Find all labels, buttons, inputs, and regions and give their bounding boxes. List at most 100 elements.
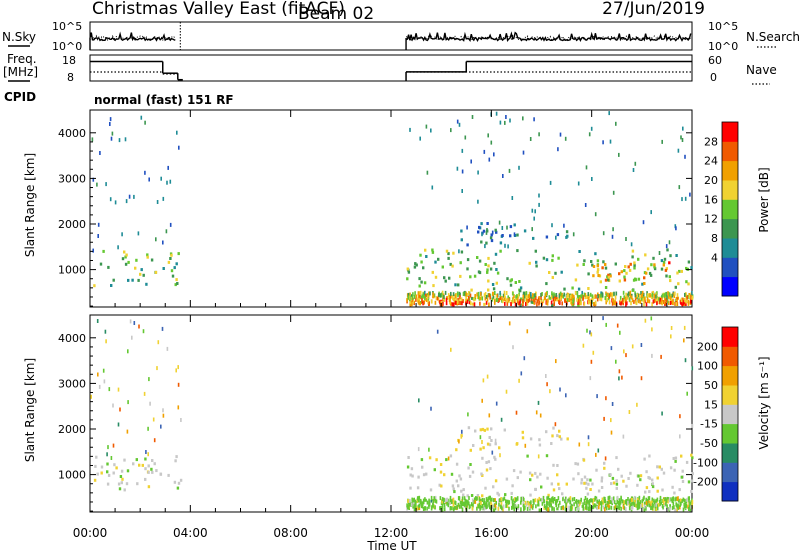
echo-cell [632, 168, 635, 172]
echo-cell [564, 136, 567, 141]
echo-cell [473, 274, 477, 278]
echo-cell [476, 494, 480, 497]
echo-cell [531, 208, 534, 213]
echo-cell [531, 227, 533, 232]
echo-cell [503, 428, 506, 432]
echo-cell [497, 506, 500, 511]
echo-cell [481, 456, 484, 460]
echo-cell [576, 263, 579, 267]
echo-cell [681, 301, 683, 306]
echo-cell [658, 300, 661, 305]
echo-cell [96, 182, 98, 187]
echo-cell [576, 462, 580, 466]
echo-cell [653, 498, 655, 503]
echo-cell [689, 501, 691, 506]
echo-cell [434, 498, 437, 503]
echo-cell [595, 452, 597, 457]
echo-cell [636, 506, 639, 511]
echo-cell [524, 443, 527, 448]
echo-cell [547, 495, 550, 500]
echo-cell [140, 268, 143, 272]
echo-cell [493, 455, 496, 459]
echo-cell [478, 497, 481, 502]
echo-cell [558, 487, 561, 491]
echo-cell [669, 466, 673, 470]
echo-cell [166, 180, 168, 185]
echo-cell [599, 280, 602, 284]
echo-cell [445, 297, 448, 302]
echo-cell [457, 299, 459, 304]
echo-cell [656, 291, 658, 296]
echo-cell [640, 297, 643, 302]
echo-cell [515, 410, 518, 415]
noise-right-tick-top: 10^5 [708, 20, 738, 33]
echo-cell [522, 501, 525, 506]
echo-cell [499, 504, 502, 509]
echo-cell [666, 504, 668, 509]
echo-cell [689, 192, 691, 197]
echo-cell [519, 286, 523, 290]
echo-cell [680, 454, 683, 458]
echo-cell [585, 165, 588, 170]
echo-cell [604, 263, 607, 266]
echo-cell [147, 470, 150, 474]
echo-cell [160, 424, 162, 429]
echo-cell [489, 505, 491, 510]
echo-cell [665, 267, 668, 271]
echo-cell [521, 436, 525, 440]
echo-cell [618, 498, 621, 503]
echo-cell [493, 152, 495, 157]
echo-cell [596, 259, 600, 263]
echo-cell [558, 293, 561, 298]
echo-cell [679, 414, 681, 419]
echo-cell [690, 453, 693, 457]
echo-cell [550, 498, 552, 503]
echo-cell [679, 498, 682, 503]
echo-cell [684, 504, 687, 509]
echo-cell [607, 275, 611, 279]
echo-cell [537, 297, 540, 302]
echo-cell [595, 468, 598, 472]
frequency-panel-frame [89, 54, 693, 82]
echo-cell [450, 128, 452, 133]
echo-cell [489, 267, 493, 271]
echo-cell [658, 251, 661, 255]
echo-cell [688, 504, 691, 509]
echo-cell [147, 426, 149, 431]
echo-cell [413, 265, 417, 269]
echo-cell [640, 504, 642, 509]
echo-cell [435, 458, 438, 462]
echo-cell [595, 294, 597, 299]
echo-cell [438, 483, 441, 487]
echo-cell [445, 301, 448, 306]
echo-cell [106, 462, 109, 466]
echo-cell [685, 501, 687, 506]
echo-cell [465, 295, 467, 300]
echo-cell [600, 476, 604, 480]
echo-cell [680, 269, 683, 273]
echo-cell [449, 454, 453, 458]
echo-cell [419, 253, 422, 257]
echo-cell [600, 291, 602, 296]
echo-cell [662, 263, 665, 267]
echo-cell [142, 329, 145, 334]
echo-cell [682, 497, 685, 502]
echo-cell [427, 297, 430, 302]
echo-cell [147, 464, 150, 468]
echo-cell [496, 491, 499, 495]
echo-cell [117, 245, 119, 250]
echo-cell [466, 293, 468, 297]
echo-cell [421, 465, 424, 469]
echo-cell [676, 297, 678, 301]
echo-cell [538, 300, 541, 305]
echo-cell [591, 263, 594, 267]
echo-cell [506, 277, 509, 281]
echo-cell [169, 257, 172, 260]
echo-cell [681, 480, 685, 483]
echo-cell [525, 297, 528, 302]
echo-cell [611, 497, 613, 502]
colorbar-tick-label: 50 [704, 379, 718, 392]
echo-cell [607, 292, 609, 297]
